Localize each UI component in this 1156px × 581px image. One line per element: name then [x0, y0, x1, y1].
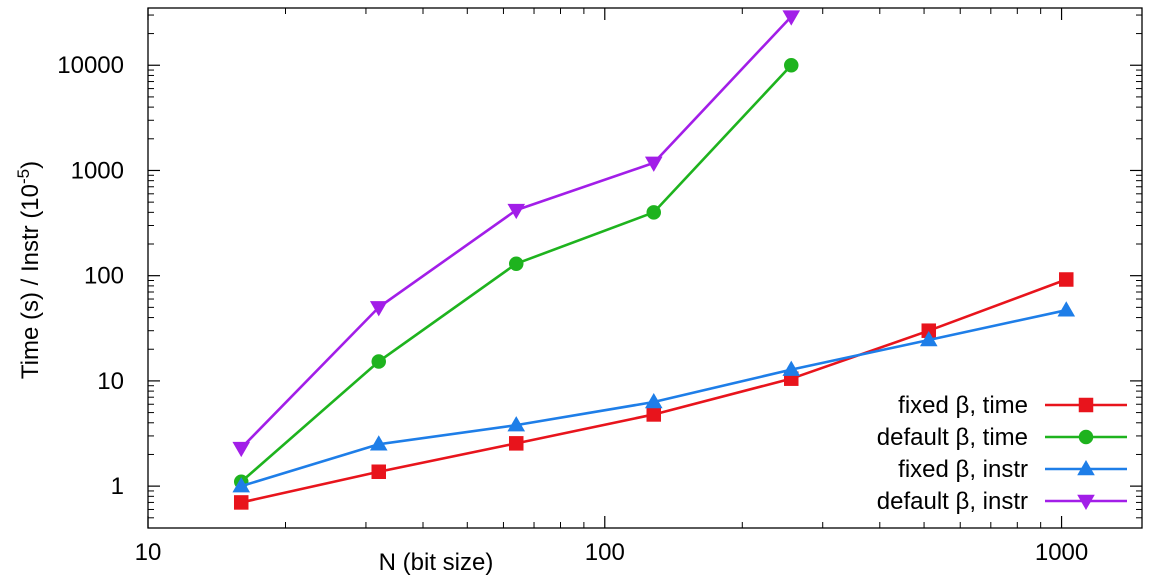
y-tick-label: 1 — [111, 473, 124, 500]
y-tick-label: 100 — [84, 263, 124, 290]
series-layer — [232, 10, 1076, 510]
y-axis-label: Time (s) / Instr (10-5) — [14, 161, 44, 379]
legend-label: fixed β, time — [898, 392, 1028, 419]
axes: 10 100 1000 1 10 100 1000 10000 — [57, 8, 1142, 566]
data-point — [644, 393, 663, 409]
data-point — [371, 354, 386, 369]
legend-label: fixed β, instr — [898, 456, 1028, 483]
data-point — [369, 435, 388, 451]
legend-marker — [1077, 459, 1095, 476]
series-3 — [232, 301, 1076, 493]
y-axis-label-close: ) — [17, 161, 44, 169]
data-point — [644, 156, 663, 172]
data-point — [507, 203, 526, 220]
y-tick-label: 10000 — [57, 52, 124, 79]
data-point — [1057, 301, 1076, 317]
data-point — [784, 57, 799, 73]
data-point — [646, 205, 662, 220]
x-tick-label: 1000 — [1035, 539, 1088, 566]
legend-label: default β, instr — [877, 488, 1028, 515]
data-point — [371, 464, 386, 479]
series-line — [240, 15, 793, 449]
legend-item: fixed β, time — [898, 392, 1127, 419]
y-axis-label-superscript: -5 — [14, 169, 33, 184]
plot-frame — [147, 7, 1143, 529]
data-point — [508, 256, 524, 271]
legend-marker — [1078, 397, 1094, 413]
y-tick-label: 1000 — [71, 157, 124, 184]
data-point — [507, 416, 526, 432]
y-tick-label: 10 — [97, 368, 124, 395]
data-point — [919, 330, 938, 347]
x-tick-label: 100 — [585, 539, 625, 566]
data-point — [782, 10, 801, 26]
legend-label: default β, time — [877, 424, 1028, 451]
data-point — [232, 477, 251, 493]
data-point — [1059, 272, 1074, 287]
data-point — [508, 436, 524, 451]
legend-marker — [1078, 429, 1094, 445]
data-point — [782, 360, 801, 376]
legend-item: default β, time — [877, 424, 1127, 451]
x-tick-label: 10 — [135, 539, 162, 566]
data-point — [233, 495, 249, 510]
y-axis-label-main: Time (s) / Instr (10 — [17, 184, 44, 379]
legend-item: default β, instr — [877, 488, 1127, 515]
series-4 — [232, 10, 801, 458]
legend-item: fixed β, instr — [898, 456, 1127, 483]
data-point — [646, 407, 662, 422]
data-point — [369, 301, 388, 317]
legend: fixed β, time default β, time fixed β, ins… — [877, 392, 1127, 515]
legend-marker — [1077, 494, 1095, 511]
data-point — [232, 441, 251, 458]
x-axis-label: N (bit size) — [379, 549, 494, 576]
